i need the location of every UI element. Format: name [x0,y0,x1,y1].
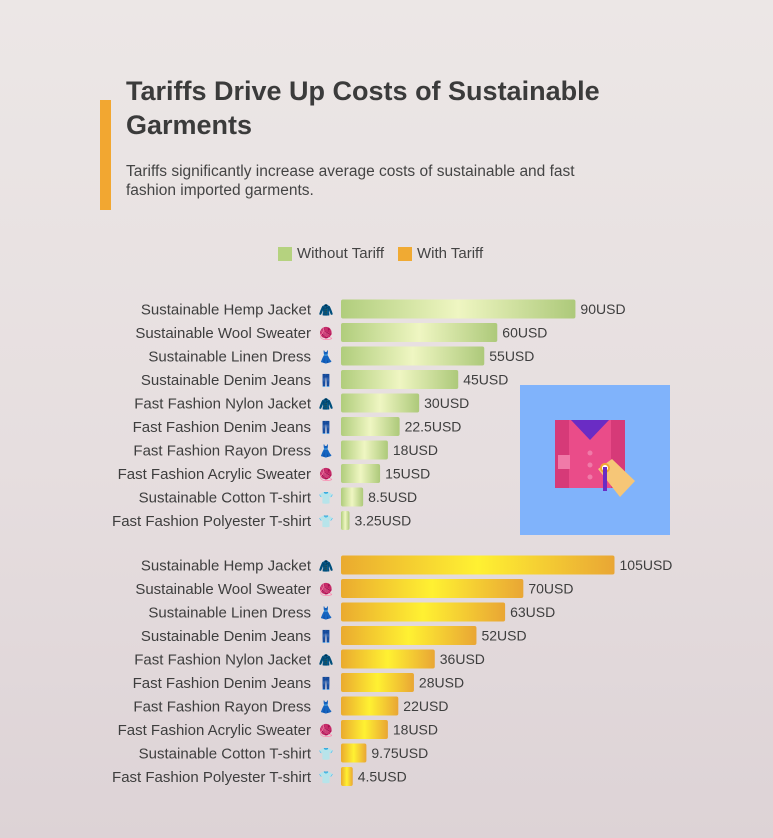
chart-subtitle: Tariffs significantly increase average c… [126,163,575,199]
shirt-price-tag-icon [555,420,635,497]
category-label-without-tariff-sustainable-hemp-jacket: Sustainable Hemp Jacket [141,302,312,319]
garment-icon: 🧥 [319,653,334,667]
garment-icon: 👕 [319,491,334,505]
value-label-with-tariff-sustainable-wool-sweater: 70USD [528,581,573,597]
bar-with-tariff-sustainable-cotton-t-shirt[interactable] [341,743,367,763]
value-label-with-tariff-sustainable-cotton-t-shirt: 9.75USD [371,745,428,761]
garment-icon: 🧶 [319,724,334,738]
bar-without-tariff-fast-fashion-denim-jeans[interactable] [341,417,400,436]
garment-icon: 👕 [319,771,334,785]
bar-without-tariff-sustainable-linen-dress[interactable] [341,346,485,366]
garment-icon: 👗 [319,700,334,714]
legend-label-without-tariff: Without Tariff [297,245,384,262]
garment-icon: 👖 [319,421,334,435]
category-label-without-tariff-sustainable-wool-sweater: Sustainable Wool Sweater [135,325,311,342]
category-label-without-tariff-fast-fashion-denim-jeans: Fast Fashion Denim Jeans [133,419,311,436]
garment-icon: 🧶 [319,327,334,341]
bar-without-tariff-sustainable-cotton-t-shirt[interactable] [341,487,364,507]
value-label-with-tariff-sustainable-hemp-jacket: 105USD [620,557,673,573]
category-label-without-tariff-fast-fashion-nylon-jacket: Fast Fashion Nylon Jacket [134,396,312,413]
legend-swatch-with-tariff [397,246,412,261]
value-label-with-tariff-sustainable-linen-dress: 63USD [510,604,555,620]
category-label-with-tariff-fast-fashion-nylon-jacket: Fast Fashion Nylon Jacket [134,652,312,669]
legend-item-with-tariff[interactable]: With Tariff [397,245,484,262]
legend-item-without-tariff[interactable]: Without Tariff [278,245,384,262]
bar-without-tariff-sustainable-wool-sweater[interactable] [341,323,498,342]
bar-with-tariff-sustainable-linen-dress[interactable] [341,602,506,622]
category-label-with-tariff-sustainable-cotton-t-shirt: Sustainable Cotton T-shirt [139,746,312,763]
bar-without-tariff-sustainable-hemp-jacket[interactable] [341,299,576,319]
value-label-without-tariff-fast-fashion-polyester-t-shirt: 3.25USD [354,513,411,529]
bar-with-tariff-fast-fashion-denim-jeans[interactable] [341,673,414,692]
value-label-without-tariff-fast-fashion-acrylic-sweater: 15USD [385,466,430,482]
bar-with-tariff-fast-fashion-acrylic-sweater[interactable] [341,720,388,739]
bar-without-tariff-fast-fashion-polyester-t-shirt[interactable] [341,511,350,530]
garment-icon: 🧥 [319,303,334,317]
garment-icon: 👕 [319,747,334,761]
garment-icon: 🧶 [319,468,334,482]
value-label-with-tariff-fast-fashion-nylon-jacket: 36USD [440,651,485,667]
garment-icon: 🧥 [319,397,334,411]
category-label-without-tariff-fast-fashion-polyester-t-shirt: Fast Fashion Polyester T-shirt [112,513,312,530]
category-label-without-tariff-sustainable-linen-dress: Sustainable Linen Dress [148,349,311,366]
category-label-without-tariff-fast-fashion-rayon-dress: Fast Fashion Rayon Dress [133,443,311,460]
legend: Without Tariff With Tariff [278,245,497,262]
bar-with-tariff-sustainable-denim-jeans[interactable] [341,626,477,645]
value-label-without-tariff-sustainable-wool-sweater: 60USD [502,325,547,341]
value-label-with-tariff-fast-fashion-acrylic-sweater: 18USD [393,722,438,738]
bar-without-tariff-fast-fashion-nylon-jacket[interactable] [341,393,420,413]
category-label-without-tariff-fast-fashion-acrylic-sweater: Fast Fashion Acrylic Sweater [118,466,311,483]
illustration-panel [520,385,670,535]
value-label-with-tariff-fast-fashion-rayon-dress: 22USD [403,698,448,714]
legend-swatch-without-tariff [278,246,292,261]
garment-icon: 👕 [319,515,334,529]
value-label-without-tariff-sustainable-linen-dress: 55USD [489,348,534,364]
category-label-with-tariff-fast-fashion-rayon-dress: Fast Fashion Rayon Dress [133,699,311,716]
bar-with-tariff-fast-fashion-rayon-dress[interactable] [341,696,399,716]
bar-without-tariff-fast-fashion-rayon-dress[interactable] [341,440,388,460]
bar-without-tariff-fast-fashion-acrylic-sweater[interactable] [341,464,381,483]
value-label-without-tariff-sustainable-cotton-t-shirt: 8.5USD [368,489,417,505]
category-label-with-tariff-sustainable-hemp-jacket: Sustainable Hemp Jacket [141,558,312,575]
garment-icon: 🧶 [319,583,334,597]
garment-icon: 👗 [319,350,334,364]
value-label-with-tariff-fast-fashion-denim-jeans: 28USD [419,675,464,691]
value-label-without-tariff-fast-fashion-denim-jeans: 22.5USD [405,419,462,435]
garment-icon: 👖 [319,630,334,644]
category-label-without-tariff-sustainable-cotton-t-shirt: Sustainable Cotton T-shirt [139,490,312,507]
bar-with-tariff-fast-fashion-nylon-jacket[interactable] [341,649,435,669]
garment-icon: 🧥 [319,559,334,573]
category-label-with-tariff-fast-fashion-denim-jeans: Fast Fashion Denim Jeans [133,675,311,692]
bar-with-tariff-sustainable-wool-sweater[interactable] [341,579,524,598]
bar-without-tariff-sustainable-denim-jeans[interactable] [341,370,459,389]
category-label-with-tariff-sustainable-linen-dress: Sustainable Linen Dress [148,605,311,622]
garment-icon: 👗 [319,444,334,458]
category-label-with-tariff-sustainable-wool-sweater: Sustainable Wool Sweater [135,581,311,598]
bar-with-tariff-fast-fashion-polyester-t-shirt[interactable] [341,767,353,786]
value-label-without-tariff-fast-fashion-nylon-jacket: 30USD [424,395,469,411]
chart-title: Tariffs Drive Up Costs of Sustainable Ga… [126,76,600,140]
legend-label-with-tariff: With Tariff [416,245,484,262]
category-label-without-tariff-sustainable-denim-jeans: Sustainable Denim Jeans [141,372,311,389]
garment-icon: 👗 [319,606,334,620]
garment-icon: 👖 [319,374,334,388]
value-label-with-tariff-sustainable-denim-jeans: 52USD [481,628,526,644]
category-label-with-tariff-fast-fashion-polyester-t-shirt: Fast Fashion Polyester T-shirt [112,769,312,786]
value-label-with-tariff-fast-fashion-polyester-t-shirt: 4.5USD [358,769,407,785]
value-label-without-tariff-fast-fashion-rayon-dress: 18USD [393,442,438,458]
value-label-without-tariff-sustainable-denim-jeans: 45USD [463,372,508,388]
bar-with-tariff-sustainable-hemp-jacket[interactable] [341,555,615,575]
category-label-with-tariff-fast-fashion-acrylic-sweater: Fast Fashion Acrylic Sweater [118,722,311,739]
value-label-without-tariff-sustainable-hemp-jacket: 90USD [580,301,625,317]
garment-icon: 👖 [319,677,334,691]
title-accent-bar [100,100,111,210]
category-label-with-tariff-sustainable-denim-jeans: Sustainable Denim Jeans [141,628,311,645]
